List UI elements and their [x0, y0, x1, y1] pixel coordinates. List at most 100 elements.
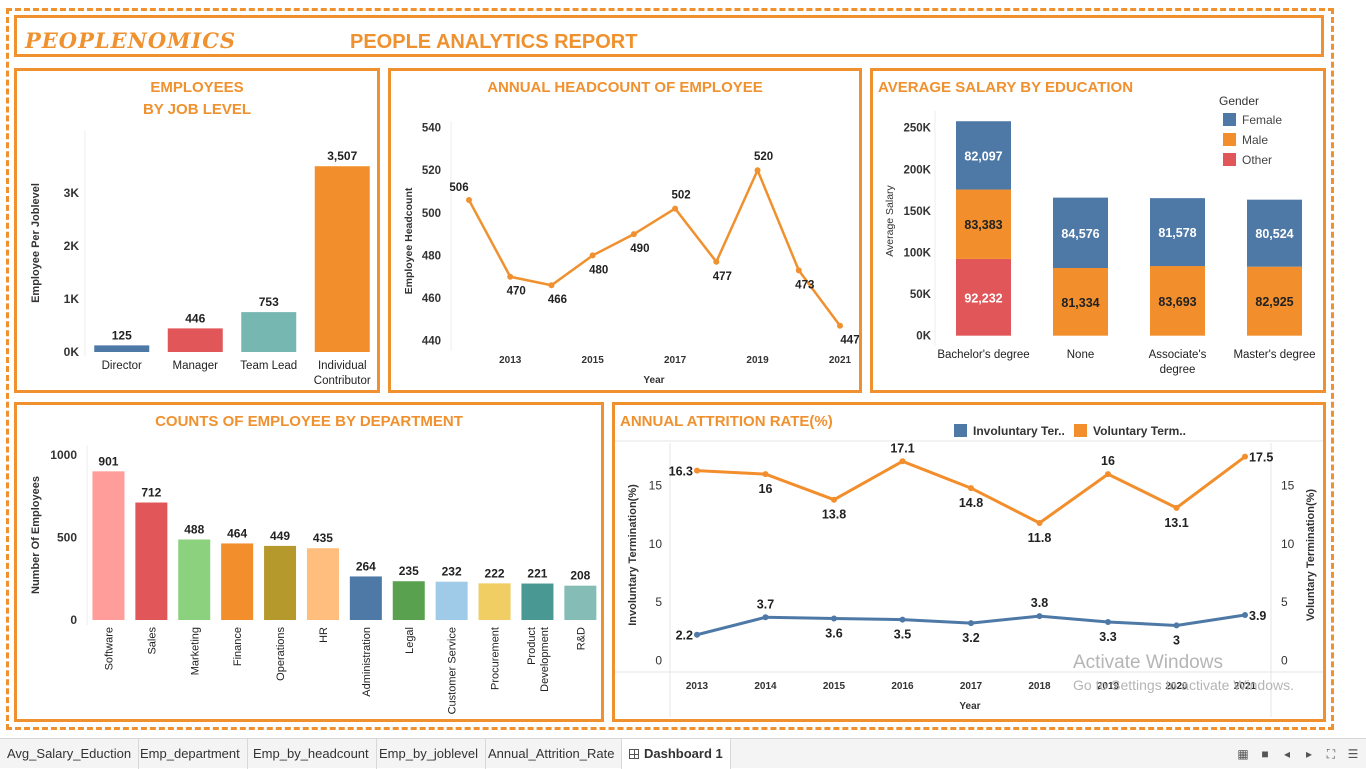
data-point — [831, 496, 837, 503]
x-tick-label: HR — [318, 627, 330, 643]
panel-title-headcount: ANNUAL HEADCOUNT OF EMPLOYEE — [487, 79, 763, 96]
y-axis-label: Average Salary — [884, 184, 896, 256]
dashboard-frame — [6, 8, 1334, 730]
prev-sheet-icon[interactable]: ◂ — [1283, 747, 1291, 761]
y-right-tick-label: 10 — [1281, 537, 1295, 551]
data-label: 208 — [570, 569, 590, 583]
x-tick-label: Contributor — [314, 375, 371, 387]
data-label: 449 — [270, 529, 290, 543]
next-sheet-icon[interactable]: ▸ — [1305, 747, 1313, 761]
legend-swatch-male — [1223, 133, 1236, 146]
data-point — [1173, 622, 1180, 629]
data-label: 92,232 — [964, 291, 1002, 305]
panel-title-job-level-1: EMPLOYEES — [150, 79, 244, 96]
x-tick-label: degree — [1160, 364, 1196, 376]
tab-avg-salary[interactable]: Avg_Salary_Eduction — [0, 739, 140, 769]
panel-headcount[interactable]: ANNUAL HEADCOUNT OF EMPLOYEE 440 460 480 50… — [388, 68, 862, 393]
data-label: 81,334 — [1061, 296, 1099, 310]
data-point — [968, 485, 974, 492]
bar-hr — [306, 548, 339, 620]
y-tick-label: 200K — [904, 164, 932, 176]
chart-job-level[interactable]: 0K 1K 2K 3K Employee Per Joblevel 125 Director… — [17, 71, 377, 390]
data-label: 470 — [507, 286, 526, 298]
panel-title-attrition: ANNUAL ATTRITION RATE(%) — [620, 413, 833, 430]
x-axis-label: Year — [959, 701, 980, 712]
bar-segment-female — [956, 121, 1011, 190]
fullscreen-icon[interactable]: ⛶ — [1326, 747, 1336, 761]
legend-swatch — [1074, 424, 1087, 437]
x-tick-label: Manager — [173, 360, 219, 372]
chart-salary[interactable]: 0K 50K 100K 150K 200K 250K Average Salary 92,23… — [873, 71, 1323, 390]
x-tick-label: 2013 — [686, 681, 709, 692]
sheet-tab-bar: Avg_Salary_Eduction Emp_department Emp_b… — [0, 738, 1366, 769]
legend-title: Gender — [1219, 94, 1259, 108]
data-label: 264 — [356, 559, 376, 573]
y-left-tick-label: 5 — [655, 595, 662, 609]
y-tick-label: 480 — [422, 250, 441, 262]
tab-attrition-rate[interactable]: Annual_Attrition_Rate — [481, 739, 623, 769]
x-tick-label: None — [1067, 349, 1095, 361]
data-label: 502 — [672, 190, 691, 202]
data-point — [1242, 453, 1248, 460]
data-label: 80,524 — [1255, 227, 1293, 241]
bar-administration — [349, 576, 382, 620]
watermark-line1: Activate Windows — [1073, 652, 1223, 673]
tab-dashboard[interactable]: Dashboard 1 — [622, 739, 731, 769]
data-point — [1036, 519, 1043, 526]
data-label: 17.5 — [1249, 451, 1273, 465]
y-left-tick-label: 10 — [649, 537, 663, 551]
data-label: 82,097 — [964, 149, 1002, 163]
x-tick-label: 2021 — [829, 355, 852, 366]
y-tick-label: 150K — [904, 206, 932, 218]
x-tick-label: Sales — [146, 627, 158, 655]
tab-emp-joblevel[interactable]: Emp_by_joblevel — [372, 739, 487, 769]
panel-title-department: COUNTS OF EMPLOYEE BY DEPARTMENT — [155, 413, 463, 430]
legend-label: Involuntary Ter.. — [973, 424, 1065, 438]
panel-salary[interactable]: AVERAGE SALARY BY EDUCATION 0K 50K 100K 150… — [870, 68, 1326, 393]
grid-view-icon[interactable]: ▦ — [1237, 747, 1249, 761]
single-view-icon[interactable]: ■ — [1261, 747, 1269, 761]
panel-attrition[interactable]: ANNUAL ATTRITION RATE(%) 0 0 5 5 10 10 15 15 201… — [612, 402, 1326, 722]
data-point — [968, 620, 974, 627]
data-label: 3.9 — [1249, 609, 1266, 623]
x-tick-label: Software — [103, 627, 115, 670]
y-right-tick-label: 0 — [1281, 653, 1288, 667]
data-label: 83,383 — [964, 218, 1002, 232]
legend-label: Voluntary Term.. — [1093, 424, 1186, 438]
data-label: 14.8 — [959, 496, 983, 510]
data-label: 3.3 — [1099, 630, 1116, 644]
panel-job-level[interactable]: EMPLOYEES BY JOB LEVEL 0K 1K 2K 3K Employee … — [14, 68, 380, 393]
data-point — [589, 252, 596, 259]
data-label: 83,693 — [1158, 295, 1196, 309]
data-label: 3 — [1173, 633, 1180, 647]
bar-segment-male — [1247, 266, 1302, 336]
chart-attrition[interactable]: 0 0 5 5 10 10 15 15 2013 2014 2015 2016 2017 2018 2019… — [615, 405, 1323, 719]
tab-emp-department[interactable]: Emp_department — [133, 739, 248, 769]
data-label: 222 — [485, 566, 505, 580]
data-point — [899, 458, 906, 465]
panel-department[interactable]: COUNTS OF EMPLOYEE BY DEPARTMENT 0 500 100… — [14, 402, 604, 722]
data-label: 84,576 — [1061, 227, 1099, 241]
data-label: 753 — [259, 295, 279, 309]
data-point — [795, 267, 802, 274]
data-label: 3,507 — [327, 149, 357, 163]
y-tick-label: 520 — [422, 165, 441, 177]
data-label: 712 — [141, 486, 161, 500]
bar-segment-other — [956, 258, 1011, 336]
menu-icon[interactable]: ☰ — [1347, 747, 1359, 761]
tab-emp-headcount[interactable]: Emp_by_headcount — [246, 739, 377, 769]
y-axis-label: Employee Headcount — [403, 187, 415, 294]
chart-department[interactable]: 0 500 1000 Number Of Employees 901 Software 71… — [17, 405, 601, 719]
x-tick-label: Master's degree — [1233, 349, 1315, 361]
bar-sales — [135, 502, 168, 620]
chart-headcount[interactable]: 440 460 480 500 520 540 2013 2015 2017 2019 2021 Ye… — [391, 71, 859, 390]
x-tick-label: 2017 — [664, 355, 687, 366]
data-point — [1105, 471, 1111, 478]
bar-individual-contributor — [314, 166, 370, 352]
brand-logo: PEOPLENOMICS — [25, 28, 237, 53]
y-tick-label: 540 — [422, 123, 441, 135]
y-right-tick-label: 5 — [1281, 595, 1288, 609]
data-point — [694, 631, 700, 638]
data-label: 520 — [754, 151, 773, 163]
x-tick-label: Product — [526, 627, 538, 665]
